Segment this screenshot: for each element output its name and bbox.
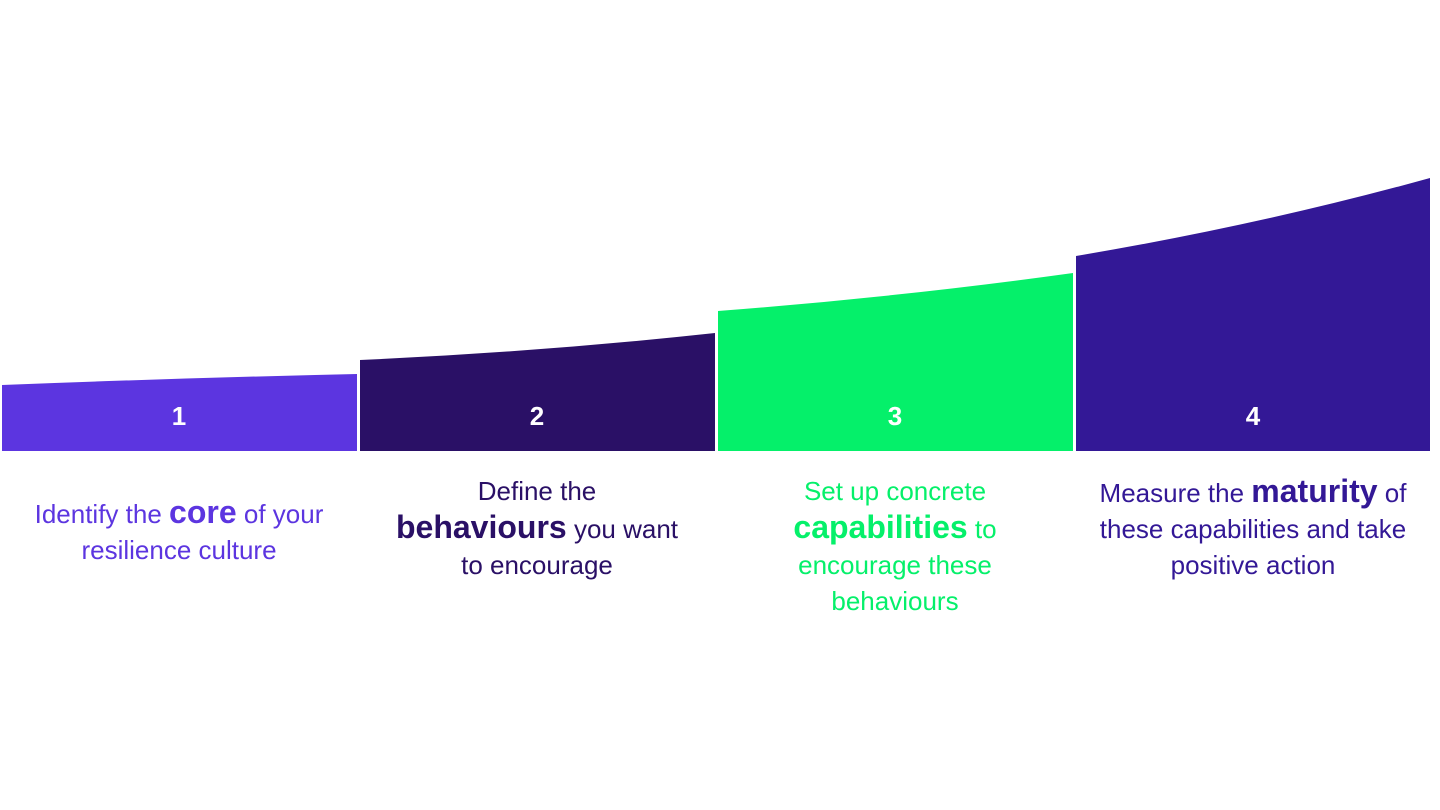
step-1-shape bbox=[2, 374, 357, 451]
text: of these capabilities and take positive … bbox=[1099, 478, 1407, 580]
text: you want to encourage bbox=[461, 514, 679, 580]
step-4-shape bbox=[1076, 178, 1430, 451]
text: Define the bbox=[477, 476, 597, 506]
step-number: 2 bbox=[530, 401, 544, 431]
text: Identify the bbox=[34, 499, 162, 529]
step-number: 4 bbox=[1246, 401, 1261, 431]
step-number: 3 bbox=[888, 401, 902, 431]
step-2-shape bbox=[360, 333, 715, 451]
text: Measure the bbox=[1099, 478, 1245, 508]
emphasis: capabilities bbox=[793, 509, 968, 545]
emphasis: behaviours bbox=[395, 509, 567, 545]
step-description: Define the behaviours you want to encour… bbox=[392, 473, 682, 583]
step-description: Set up concrete capabilities to encourag… bbox=[760, 473, 1030, 619]
text: Set up concrete bbox=[803, 476, 987, 506]
emphasis: maturity bbox=[1251, 473, 1378, 509]
step-number: 1 bbox=[172, 401, 186, 431]
emphasis: core bbox=[169, 494, 237, 530]
text: of your resilience culture bbox=[81, 499, 324, 565]
text: to encourage these behaviours bbox=[798, 514, 997, 616]
step-3-shape bbox=[718, 273, 1073, 451]
step-description: Identify the core of your resilience cul… bbox=[24, 494, 334, 568]
step-description: Measure the maturity of these capabiliti… bbox=[1098, 473, 1408, 583]
